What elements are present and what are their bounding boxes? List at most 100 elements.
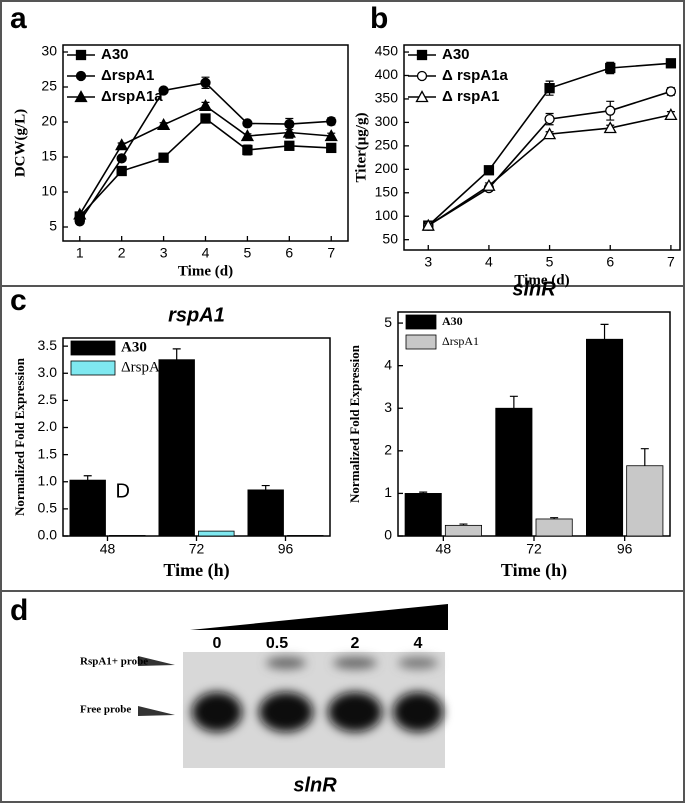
legend-marker <box>416 49 428 61</box>
x-tick-label: 48 <box>100 541 116 557</box>
x-tick-label: 7 <box>327 245 335 261</box>
x-tick-label: 1 <box>76 245 84 261</box>
error-bar <box>640 448 649 466</box>
y-tick-label: 2.5 <box>38 391 58 407</box>
y-tick-label: 450 <box>375 43 399 59</box>
marker <box>282 125 296 138</box>
y-tick-label: 1 <box>384 484 392 500</box>
marker <box>242 118 253 129</box>
marker <box>544 113 555 125</box>
marker <box>284 140 295 151</box>
gel-bands <box>192 657 443 732</box>
legend-label: Δ rspA1 <box>442 88 499 105</box>
annotation: D <box>116 480 130 502</box>
marker <box>542 127 557 140</box>
band-arrow <box>138 656 175 666</box>
marker <box>326 116 337 127</box>
marker <box>482 178 496 191</box>
bar <box>247 489 284 537</box>
y-tick-label: 100 <box>375 207 399 223</box>
bar <box>198 530 235 537</box>
y-tick-label: 50 <box>382 230 398 246</box>
y-tick-label: 0.5 <box>38 500 58 516</box>
y-tick-label: 15 <box>41 148 57 164</box>
marker <box>158 85 169 96</box>
marker <box>200 77 211 88</box>
bar <box>287 535 324 537</box>
legend-marker <box>415 90 429 103</box>
marker <box>198 99 213 112</box>
error-bar <box>600 323 609 340</box>
panel-label: b <box>370 2 388 35</box>
marker <box>605 105 616 116</box>
marker <box>116 165 127 177</box>
y-axis-label: DCW(g/L) <box>12 109 28 177</box>
error-bar <box>419 491 428 494</box>
marker <box>665 86 677 97</box>
x-tick-label: 72 <box>526 541 542 557</box>
error-bar <box>172 348 181 360</box>
marker <box>665 58 677 69</box>
concentration-label: 0 <box>213 635 222 652</box>
marker <box>324 129 338 142</box>
chart-title: slnR <box>512 278 556 300</box>
marker <box>605 62 616 74</box>
legend-label: A30 <box>121 339 147 355</box>
error-bar <box>459 523 468 526</box>
band-label: RspA1+ probe <box>80 656 148 668</box>
x-tick-label: 6 <box>606 254 614 270</box>
plot-frame <box>403 44 681 251</box>
bar <box>404 493 442 537</box>
gradient-wedge <box>190 604 448 630</box>
marker <box>603 121 617 134</box>
y-axis-label: Normalized Fold Expression <box>12 357 27 516</box>
x-axis-label: Time (d) <box>178 263 233 279</box>
y-tick-label: 4 <box>384 356 392 372</box>
y-tick-label: 250 <box>375 137 399 153</box>
x-tick-label: 4 <box>485 254 493 270</box>
band-label: Free probe <box>80 704 131 716</box>
marker <box>326 142 337 154</box>
y-tick-label: 10 <box>41 183 57 199</box>
concentration-label: 4 <box>414 635 423 652</box>
legend-marker <box>416 70 428 82</box>
bar <box>444 524 483 537</box>
y-tick-label: 3.5 <box>38 337 58 353</box>
marker <box>73 207 87 220</box>
legend-label: A30 <box>101 46 129 63</box>
concentration-label: 2 <box>351 635 360 652</box>
legend-label: Δ rspA1a <box>442 67 508 84</box>
x-tick-label: 2 <box>118 245 126 261</box>
y-tick-label: 200 <box>375 160 399 176</box>
y-tick-label: 350 <box>375 90 399 106</box>
legend-label: A30 <box>442 46 470 63</box>
error-bar <box>261 484 270 490</box>
x-tick-label: 72 <box>189 541 205 557</box>
legend-marker <box>75 49 87 61</box>
y-tick-label: 3 <box>384 399 392 415</box>
y-tick-label: 5 <box>384 314 392 330</box>
x-tick-label: 96 <box>278 541 294 557</box>
band-arrow <box>138 706 175 716</box>
marker <box>664 108 678 121</box>
error-bar <box>509 395 518 409</box>
y-tick-label: 25 <box>41 78 57 94</box>
bar <box>495 407 533 537</box>
legend-label: ΔrspA1 <box>442 334 479 348</box>
bar <box>69 479 106 537</box>
marker <box>544 83 555 94</box>
legend-label: A30 <box>442 314 463 328</box>
x-axis-label: Time (h) <box>501 560 567 581</box>
legend-swatch <box>405 334 437 350</box>
panel-label: d <box>10 594 28 627</box>
y-tick-label: 2 <box>384 442 392 458</box>
x-tick-label: 5 <box>244 245 252 261</box>
x-axis-label: Time (d) <box>514 272 569 288</box>
error-bar <box>83 475 92 481</box>
legend-swatch <box>70 340 116 356</box>
x-tick-label: 48 <box>436 541 452 557</box>
marker <box>115 138 129 151</box>
gel-caption: slnR <box>293 774 337 796</box>
x-tick-label: 3 <box>424 254 432 270</box>
error-bar <box>550 517 559 519</box>
